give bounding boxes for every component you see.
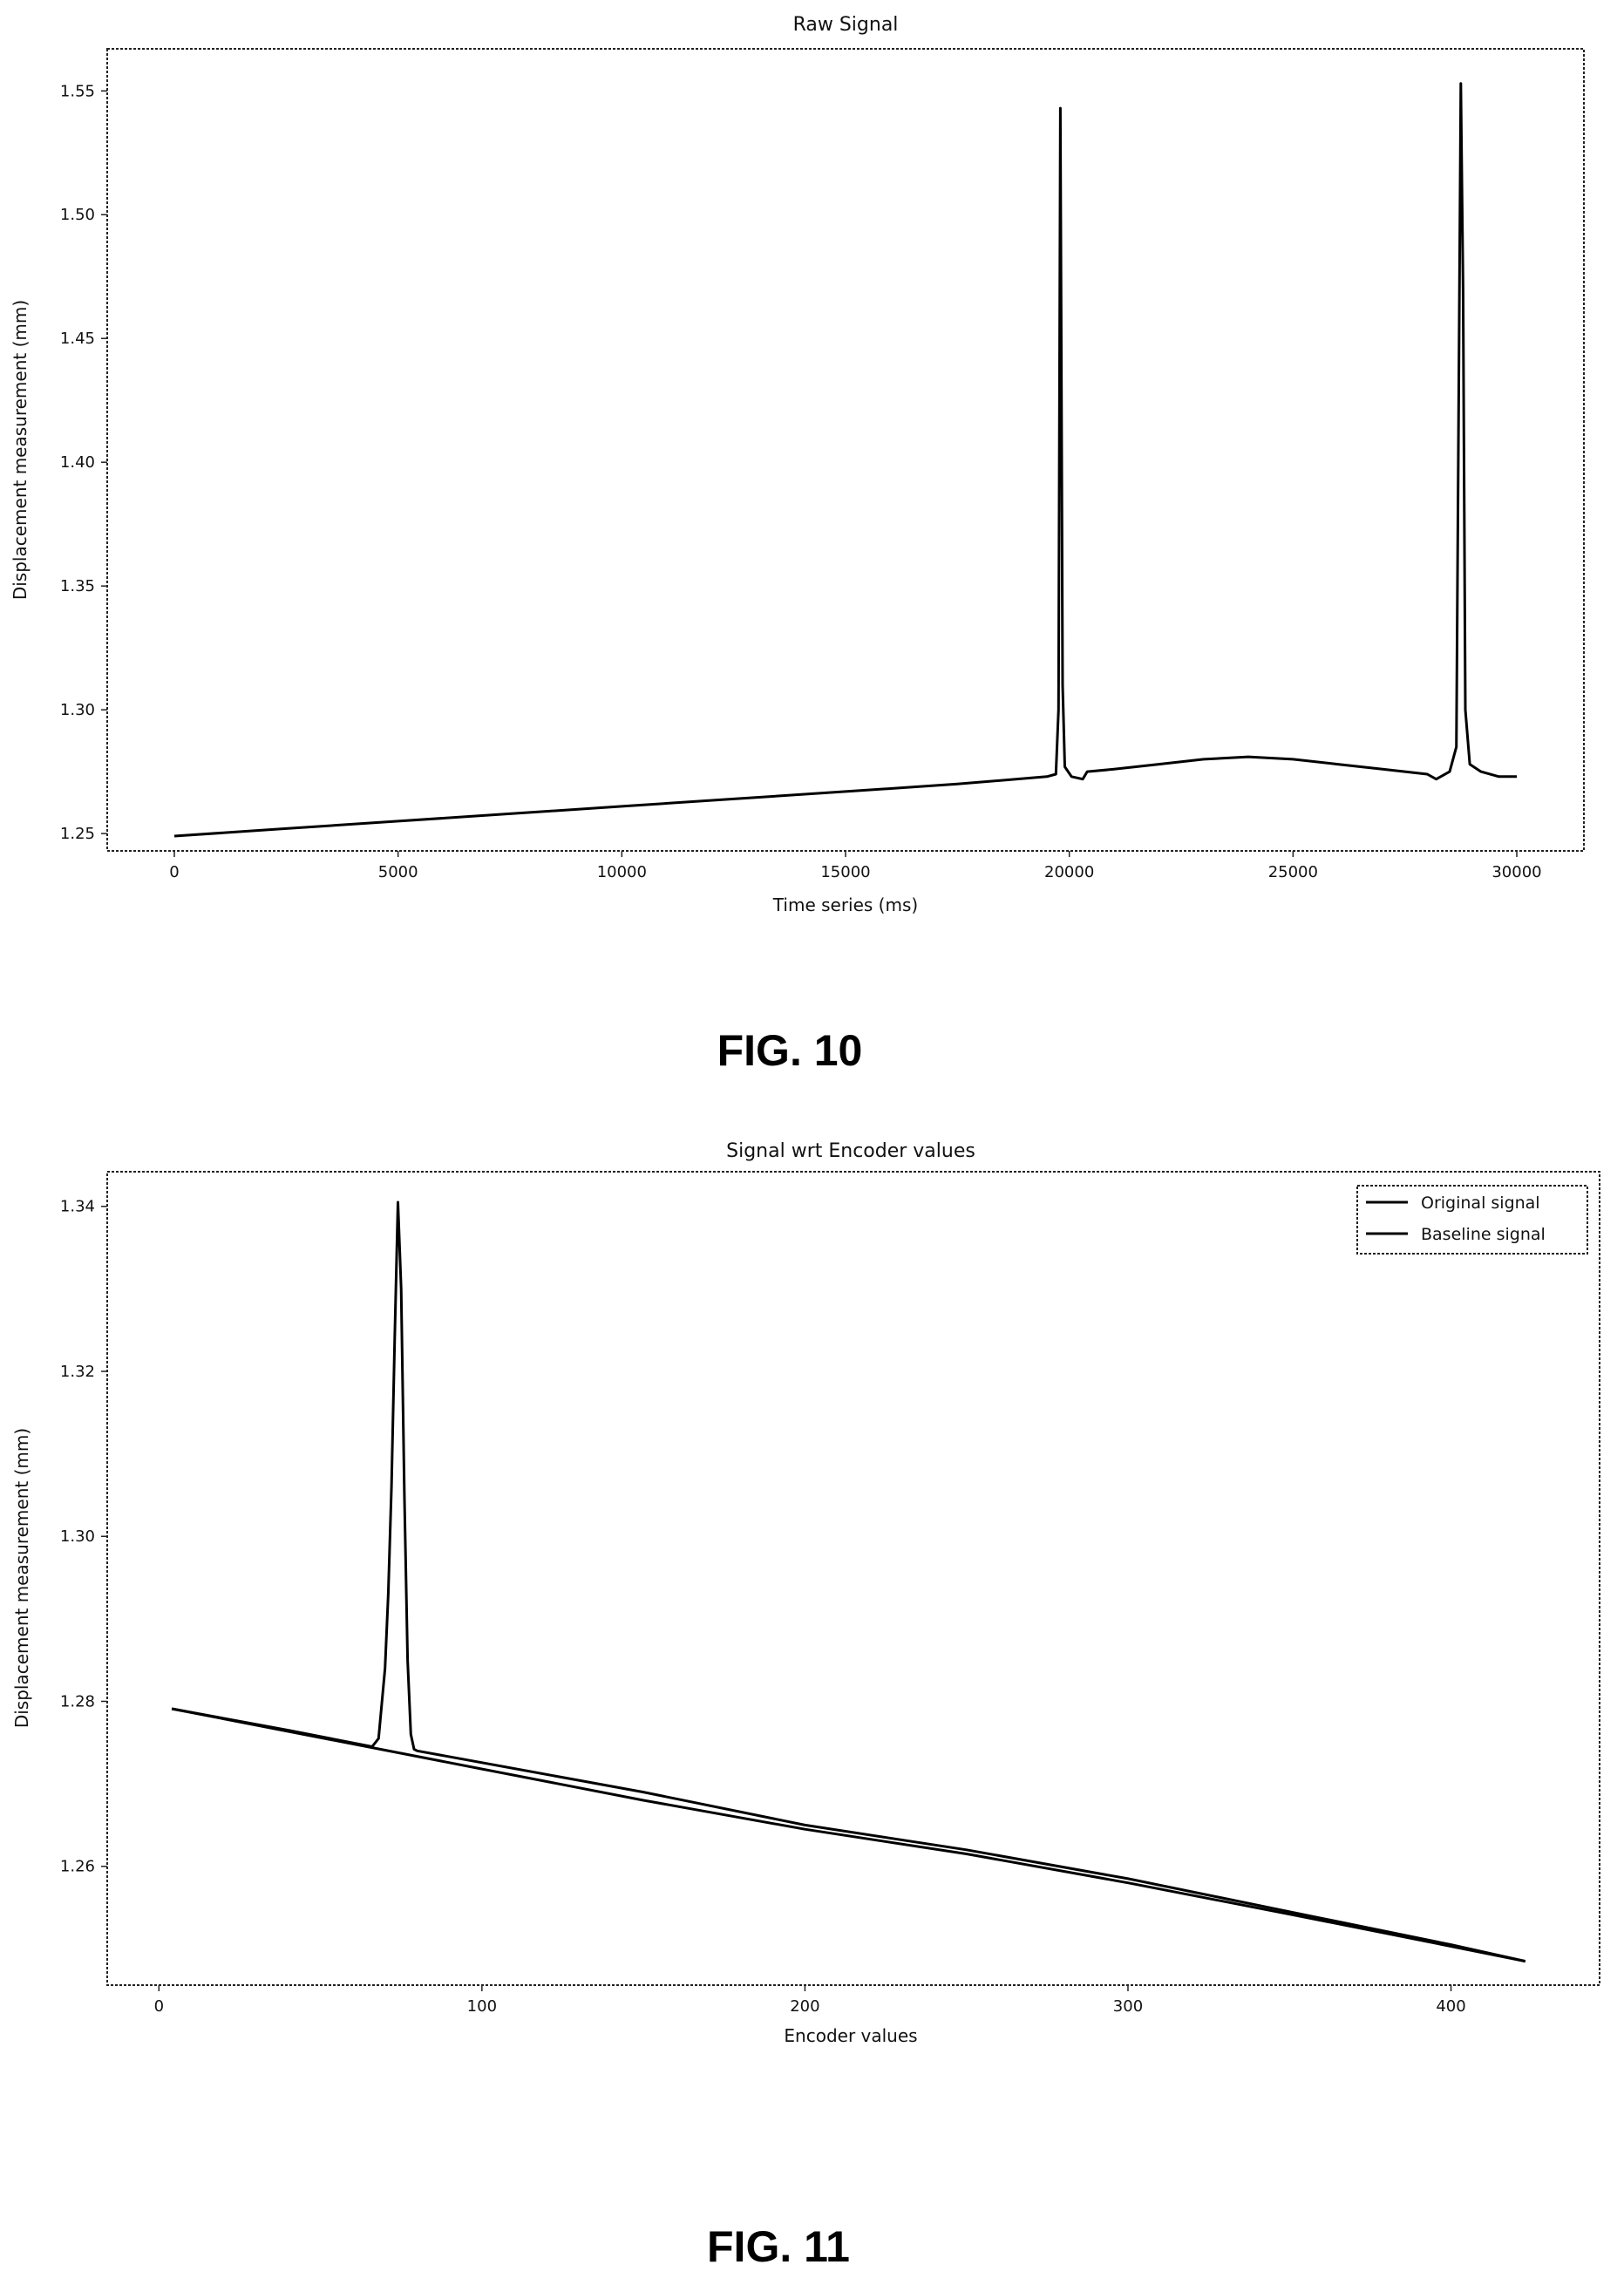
series-group (171, 1200, 1526, 1963)
x-tick-label: 25000 (1268, 863, 1318, 881)
chart-encoder-signal: Signal wrt Encoder values 0 100 200 300 400 … (11, 1140, 1600, 2271)
x-axis-label: Encoder values (784, 2025, 917, 2046)
legend-label-original: Original signal (1421, 1194, 1540, 1213)
figure-caption: FIG. 11 (707, 2222, 850, 2271)
y-axis-ticks: 1.25 1.30 1.35 1.40 1.45 1.50 1.55 (60, 82, 107, 843)
x-tick-label: 10000 (597, 863, 647, 881)
y-tick-label: 1.40 (60, 453, 95, 472)
series-group (173, 82, 1517, 838)
legend-label-baseline: Baseline signal (1421, 1225, 1546, 1244)
y-tick-label: 1.34 (60, 1198, 95, 1216)
x-axis-ticks: 0 5000 10000 15000 20000 25000 30000 (169, 851, 1542, 881)
x-tick-label: 20000 (1044, 863, 1094, 881)
y-tick-label: 1.45 (60, 330, 95, 348)
figure-caption: FIG. 10 (717, 1026, 863, 1075)
series-line-1 (171, 1200, 1526, 1963)
y-tick-label: 1.25 (60, 825, 95, 843)
x-tick-label: 0 (169, 863, 179, 881)
y-axis-label: Displacement measurement (mm) (11, 1428, 32, 1728)
plot-frame (106, 1171, 1600, 1986)
x-tick-label: 0 (154, 1997, 164, 2016)
y-tick-label: 1.30 (60, 1527, 95, 1546)
x-tick-label: 200 (790, 1997, 819, 2016)
y-tick-label: 1.32 (60, 1363, 95, 1381)
y-tick-label: 1.50 (60, 206, 95, 224)
x-axis-label: Time series (ms) (772, 894, 918, 915)
y-tick-label: 1.35 (60, 577, 95, 595)
legend: Original signal Baseline signal (1356, 1185, 1588, 1255)
y-axis-label: Displacement measurement (mm) (10, 300, 31, 600)
y-tick-label: 1.30 (60, 701, 95, 719)
plot-frame (106, 48, 1585, 852)
x-tick-label: 400 (1436, 1997, 1465, 2016)
chart-raw-signal: Raw Signal 0 5000 10000 15000 20000 25000 3000… (10, 14, 1585, 1075)
x-tick-label: 300 (1113, 1997, 1143, 2016)
y-tick-label: 1.26 (60, 1858, 95, 1876)
legend-box (1356, 1185, 1588, 1255)
x-axis-ticks: 0 100 200 300 400 (154, 1985, 1466, 2016)
series-line-1 (173, 82, 1517, 838)
y-tick-label: 1.28 (60, 1692, 95, 1710)
x-tick-label: 100 (467, 1997, 497, 2016)
x-tick-label: 5000 (378, 863, 418, 881)
x-tick-label: 30000 (1491, 863, 1541, 881)
y-axis-ticks: 1.26 1.28 1.30 1.32 1.34 (60, 1198, 107, 1876)
chart-title: Raw Signal (793, 14, 899, 36)
y-tick-label: 1.55 (60, 82, 95, 100)
x-tick-label: 15000 (820, 863, 870, 881)
series-line-2 (171, 1707, 1526, 1963)
chart-title: Signal wrt Encoder values (726, 1140, 975, 1162)
